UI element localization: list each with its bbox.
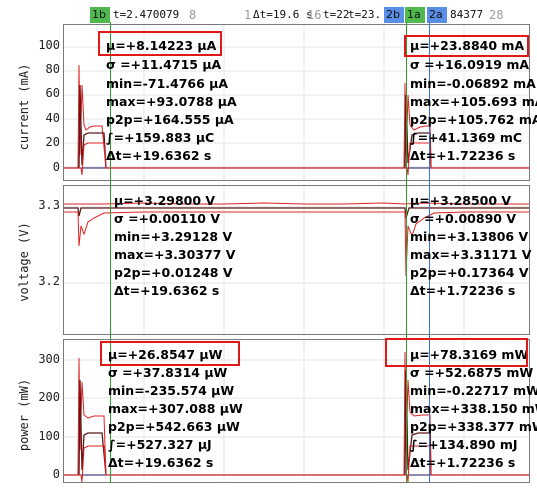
stat-mean: μ=+78.3169 mW — [410, 347, 529, 362]
current-right-mean-highlight — [404, 35, 529, 57]
stat-mean: μ=+3.28500 V — [410, 193, 512, 208]
current-left-mean-highlight — [98, 31, 222, 56]
current-plot-area — [64, 25, 529, 180]
stat-max: max=+3.31171 V — [410, 247, 532, 262]
stat-p2p: p2p=+338.377 mW — [410, 419, 537, 434]
stat-p2p: p2p=+0.17364 V — [410, 265, 529, 280]
stat-p2p: p2p=+542.663 μW — [108, 419, 240, 434]
power-left-mean-highlight — [100, 341, 240, 366]
cursor-2b-badge[interactable]: 2b — [384, 7, 404, 23]
stat-min: min=-0.22717 mW — [410, 383, 537, 398]
power-tick: 300 — [38, 352, 60, 366]
cursor-1a-badge[interactable]: 1a — [405, 7, 425, 23]
stat-integral: ∫=+159.883 μC — [106, 130, 215, 145]
stat-p2p: p2p=+164.555 μA — [106, 112, 234, 127]
trace-avg — [64, 207, 529, 219]
axis-tick-1: 1 — [244, 8, 252, 22]
cursor-toolbar: 1b t=2.470079 8 1 Δt=19.6 s 16 t=22 t=23… — [0, 0, 537, 23]
stat-mean: μ=+3.29800 V — [114, 193, 216, 208]
power-tick: 0 — [52, 467, 60, 481]
stat-mean: μ=+23.8840 mA — [410, 38, 525, 53]
trace-min — [64, 211, 529, 277]
power-axis-label: power (mW) — [17, 378, 31, 452]
stat-min: min=+3.13806 V — [410, 229, 529, 244]
stat-min: min=-235.574 μW — [108, 383, 235, 398]
grid-lines — [64, 186, 529, 334]
stat-min: min=-71.4766 μA — [106, 76, 229, 91]
axis-tick-8: 8 — [189, 8, 197, 22]
stat-p2p: p2p=+0.01248 V — [114, 265, 233, 280]
cursor-time-readout: t=2.470079 — [113, 8, 180, 21]
voltage-axis-label: voltage (V) — [17, 222, 31, 302]
stat-stddev: σ =+16.0919 mA — [410, 57, 530, 72]
current-plot-panel[interactable] — [63, 24, 530, 181]
current-tick: 80 — [45, 62, 60, 76]
stat-integral: ∫=+134.890 mJ — [410, 437, 518, 452]
stat-delta-t: Δt=+19.6362 s — [114, 283, 220, 298]
cursor-1b-badge[interactable]: 1b — [90, 7, 110, 23]
stat-mean: μ=+8.14223 μA — [106, 38, 217, 53]
stat-stddev: σ =+52.6875 mW — [410, 365, 534, 380]
cursor-time-readout-2: t=22 — [323, 8, 350, 21]
voltage-tick: 3.3 — [38, 198, 60, 212]
stat-delta-t: Δt=+1.72236 s — [410, 148, 516, 163]
stat-max: max=+105.693 mA — [410, 94, 537, 109]
stat-stddev: σ =+11.4715 μA — [106, 57, 222, 72]
stat-mean: μ=+26.8547 μW — [108, 347, 223, 362]
stat-min: min=+3.29128 V — [114, 229, 233, 244]
current-tick: 60 — [45, 86, 60, 100]
current-tick: 20 — [45, 135, 60, 149]
stat-max: max=+307.088 μW — [108, 401, 243, 416]
stat-delta-t: Δt=+1.72236 s — [410, 283, 516, 298]
stat-p2p: p2p=+105.762 mA — [410, 112, 537, 127]
stat-max: max=+3.30377 V — [114, 247, 236, 262]
stat-stddev: σ =+0.00110 V — [114, 211, 220, 226]
stat-stddev: σ =+0.00890 V — [410, 211, 516, 226]
trace-min — [64, 445, 529, 482]
cursor-1a-line[interactable] — [406, 22, 407, 483]
stat-delta-t: Δt=+19.6362 s — [108, 455, 214, 470]
current-tick: 40 — [45, 111, 60, 125]
power-plot-panel[interactable] — [63, 339, 530, 483]
stat-delta-t: Δt=+19.6362 s — [106, 148, 212, 163]
stat-integral: ∫=+41.1369 mC — [410, 130, 523, 145]
cursor-2a-line[interactable] — [429, 22, 430, 483]
bottom-scrollbar[interactable] — [0, 483, 537, 493]
stat-max: max=+338.150 mW — [410, 401, 537, 416]
voltage-plot-panel[interactable] — [63, 185, 530, 335]
axis-tick-28: 28 — [489, 8, 504, 22]
stat-stddev: σ =+37.8314 μW — [108, 365, 228, 380]
cursor-1b-line[interactable] — [110, 22, 111, 483]
delta-time-readout: Δt=19.6 s — [253, 8, 313, 21]
grid-lines — [64, 25, 529, 180]
cursor-2a-badge[interactable]: 2a — [427, 7, 447, 23]
trace-max — [64, 202, 529, 205]
power-right-mean-highlight — [385, 338, 528, 367]
voltage-plot-area — [64, 186, 529, 334]
stat-integral: ∫=+527.327 μJ — [108, 437, 212, 452]
voltage-tick: 3.2 — [38, 274, 60, 288]
current-tick: 100 — [38, 38, 60, 52]
current-tick: 0 — [52, 160, 60, 174]
stat-min: min=-0.06892 mA — [410, 76, 536, 91]
cursor-time-readout-4: 84377 — [450, 8, 484, 21]
power-plot-area — [64, 340, 529, 482]
axis-tick-16: 16 — [307, 8, 322, 22]
trace-min — [64, 142, 529, 176]
power-tick: 200 — [38, 390, 60, 404]
cursor-time-readout-3: t=23. — [348, 8, 382, 21]
power-tick: 100 — [38, 429, 60, 443]
stat-delta-t: Δt=+1.72236 s — [410, 455, 516, 470]
stat-max: max=+93.0788 μA — [106, 94, 237, 109]
